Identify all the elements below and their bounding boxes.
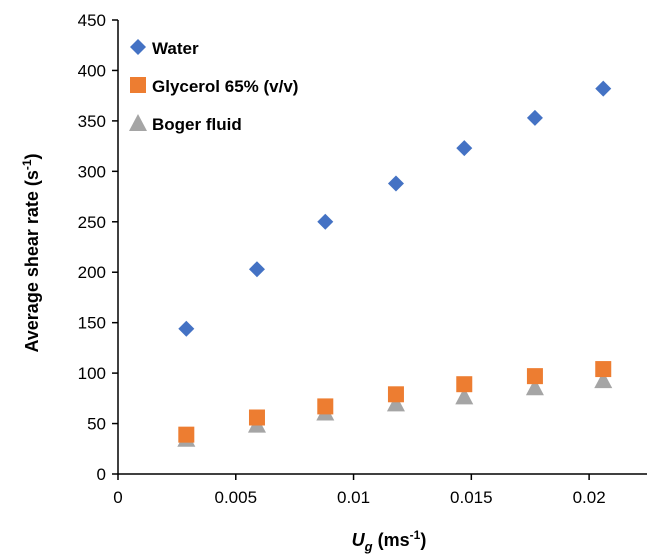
y-tick-label: 300 — [78, 162, 106, 181]
x-tick-label: 0.005 — [215, 488, 258, 507]
data-point — [595, 361, 612, 378]
legend-item: Water — [130, 39, 199, 58]
data-point — [594, 371, 613, 389]
y-axis-title-close: ) — [22, 153, 42, 159]
data-point — [525, 378, 544, 396]
legend-label: Boger fluid — [152, 115, 242, 134]
y-tick-label: 50 — [87, 415, 106, 434]
data-point — [526, 368, 543, 385]
series-water — [178, 80, 612, 337]
data-point — [248, 409, 265, 426]
legend-marker — [130, 77, 146, 93]
legend: Water Glycerol 65% (v/v) Boger fluid — [129, 39, 298, 134]
x-tick-label: 0.015 — [450, 488, 493, 507]
data-point — [456, 140, 473, 157]
series-boger-fluid — [177, 371, 613, 447]
plot-area: 0 50 100 150 200 250 300 350 400 450 0 0.005 0.01 0.… — [78, 11, 647, 507]
data-point — [456, 376, 473, 393]
y-tick-label: 200 — [78, 263, 106, 282]
data-point — [387, 175, 404, 192]
x-axis-title-sub: g — [364, 539, 373, 554]
x-axis-title-unit-close: ) — [420, 530, 426, 550]
x-axis-title-main: U — [352, 530, 366, 550]
data-point — [595, 80, 612, 97]
x-tick-label: 0 — [113, 488, 122, 507]
y-tick-label: 400 — [78, 61, 106, 80]
data-points — [177, 80, 613, 447]
legend-marker — [130, 39, 146, 55]
x-tick-label: 0.01 — [337, 488, 370, 507]
x-axis-title: Ug (ms-1) — [352, 528, 427, 554]
data-point — [386, 394, 405, 412]
data-point — [248, 261, 265, 278]
data-point — [317, 213, 334, 230]
x-tick-label: 0.02 — [573, 488, 606, 507]
y-axis-title-sup: -1 — [20, 159, 34, 170]
y-axis-title-main: Average shear rate (s — [22, 170, 42, 352]
y-tick-label: 150 — [78, 314, 106, 333]
x-axis-title-unit-sup: -1 — [410, 528, 421, 542]
legend-item: Boger fluid — [129, 114, 242, 134]
data-point — [178, 320, 195, 337]
x-axis-ticks: 0 0.005 0.01 0.015 0.02 — [113, 474, 606, 507]
y-tick-label: 450 — [78, 11, 106, 30]
legend-label: Water — [152, 39, 199, 58]
legend-label: Glycerol 65% (v/v) — [152, 77, 298, 96]
y-tick-label: 250 — [78, 213, 106, 232]
y-axis-ticks: 0 50 100 150 200 250 300 350 400 450 — [78, 11, 118, 484]
y-tick-label: 0 — [97, 465, 106, 484]
legend-marker — [129, 114, 147, 131]
x-axis-title-unit: (ms — [373, 530, 410, 550]
data-point — [317, 398, 334, 415]
series-glycerol-65-v-v — [178, 361, 612, 443]
y-axis-title: Average shear rate (s-1) — [20, 153, 42, 352]
data-point — [455, 387, 474, 405]
data-point — [178, 426, 195, 443]
legend-item: Glycerol 65% (v/v) — [130, 77, 298, 96]
y-tick-label: 100 — [78, 364, 106, 383]
data-point — [526, 109, 543, 126]
y-tick-label: 350 — [78, 112, 106, 131]
data-point — [387, 386, 404, 403]
